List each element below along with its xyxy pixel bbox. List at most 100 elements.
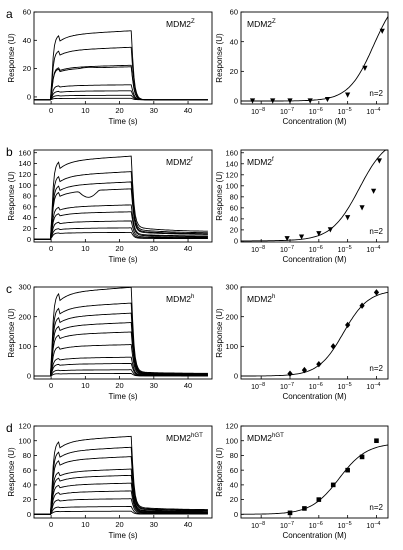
sensorgram-trace-8 xyxy=(34,97,208,101)
y-tick-label: 20 xyxy=(23,224,31,233)
data-point-8 xyxy=(379,28,385,34)
binding-panel-b: 10−8 10−7 10−6 10−5 10−402040608010012014016… xyxy=(215,148,389,264)
fit-curve xyxy=(241,16,389,102)
x-tick-label-base: 10 xyxy=(280,523,288,530)
y-tick-label: 200 xyxy=(18,312,31,321)
x-tick-label-base: 10 xyxy=(366,384,374,391)
data-point-5 xyxy=(345,467,350,473)
sensorgram-trace-7 xyxy=(34,94,208,101)
y-tick-label: 0 xyxy=(27,372,31,381)
x-tick-label: 40 xyxy=(184,106,192,115)
data-point-3 xyxy=(316,360,322,368)
x-tick-label: 40 xyxy=(184,244,192,253)
y-tick-label: 60 xyxy=(23,8,31,17)
sensorgram-panel-c: 0 10 20 30 40 0 100 200 300 Time (s) Response (U) c… xyxy=(6,282,213,401)
y-axis-label: Response (U) xyxy=(215,308,224,358)
x-tick-label: 20 xyxy=(115,520,123,529)
x-tick-label-base: 10 xyxy=(309,384,317,391)
y-tick-label: 120 xyxy=(18,422,31,431)
n-note: n=2 xyxy=(369,364,383,373)
y-axis-label: Response (U) xyxy=(215,171,224,221)
sensorgram-trace-3 xyxy=(34,456,208,515)
x-tick-label-base: 10 xyxy=(251,523,259,530)
data-point-5 xyxy=(324,96,331,103)
data-point-1 xyxy=(287,510,293,516)
x-tick-label: 10−5 xyxy=(338,382,352,391)
sensorgram-trace-5 xyxy=(34,204,208,240)
binding-title: MDM2Z xyxy=(247,18,276,29)
y-tick-label: 40 xyxy=(23,36,31,45)
x-tick-label: 10−8 xyxy=(251,382,265,391)
x-tick-label-exp: −4 xyxy=(374,521,380,527)
data-point-4 xyxy=(327,227,333,233)
data-point-1 xyxy=(249,98,256,104)
y-tick-label: 80 xyxy=(230,192,238,201)
y-tick-label: 60 xyxy=(23,466,31,475)
binding-title-sup: h xyxy=(272,293,275,300)
panel-letter-c: c xyxy=(6,282,12,296)
y-axis-label: Response (U) xyxy=(7,171,16,221)
binding-panel-d: 10−8 10−7 10−6 10−5 10−4020406080100120Conce… xyxy=(215,422,389,540)
sensorgram-title-sup: h xyxy=(191,293,194,300)
binding-title-base: MDM2 xyxy=(247,294,272,304)
data-point-1 xyxy=(287,370,293,377)
sensorgram-trace-3 xyxy=(34,64,208,101)
x-axis-label: Time (s) xyxy=(108,255,137,264)
sensorgram-trace-7 xyxy=(34,490,208,515)
x-tick-label: 10−8 xyxy=(251,521,265,530)
x-tick-label-exp: −7 xyxy=(288,382,294,388)
x-tick-label-base: 10 xyxy=(309,247,317,254)
x-tick-label: 10 xyxy=(81,244,89,253)
y-tick-label: 160 xyxy=(225,148,238,157)
x-tick-label-base: 10 xyxy=(309,109,317,116)
fit-curve xyxy=(241,444,389,515)
x-tick-label: 0 xyxy=(49,106,53,115)
y-tick-label: 60 xyxy=(230,8,238,17)
x-tick-label-exp: −6 xyxy=(317,382,323,388)
y-tick-label: 0 xyxy=(234,372,238,381)
y-tick-label: 20 xyxy=(230,495,238,504)
x-axis-label: Time (s) xyxy=(108,392,137,401)
y-tick-label: 0 xyxy=(234,510,238,519)
data-point-7 xyxy=(362,65,368,71)
data-point-3 xyxy=(316,497,322,502)
y-tick-label: 100 xyxy=(225,342,238,351)
x-tick-label: 10−6 xyxy=(309,245,323,254)
sensorgram-trace-9 xyxy=(34,231,208,240)
y-tick-label: 40 xyxy=(23,480,31,489)
x-tick-label: 10−7 xyxy=(280,521,294,530)
x-tick-label: 0 xyxy=(49,244,53,253)
x-tick-label-exp: −6 xyxy=(317,107,323,113)
x-tick-label-base: 10 xyxy=(309,523,317,530)
x-tick-label-exp: −8 xyxy=(259,107,265,113)
data-point-3 xyxy=(316,231,322,237)
x-tick-label: 10−6 xyxy=(309,107,323,116)
sensorgram-title-base: MDM2 xyxy=(166,433,191,443)
sensorgram-axes-frame xyxy=(33,425,213,519)
y-tick-label: 60 xyxy=(23,202,31,211)
y-tick-label: 100 xyxy=(18,436,31,445)
x-tick-label: 0 xyxy=(49,520,53,529)
sensorgram-title-base: MDM2 xyxy=(166,19,191,29)
binding-title-base: MDM2 xyxy=(247,157,272,167)
data-point-6 xyxy=(345,92,351,98)
x-tick-label: 20 xyxy=(115,244,123,253)
y-axis-label: Response (U) xyxy=(7,447,16,497)
x-tick-label-exp: −8 xyxy=(259,382,265,388)
y-tick-label: 40 xyxy=(23,213,31,222)
y-tick-label: 100 xyxy=(18,181,31,190)
y-tick-label: 60 xyxy=(230,203,238,212)
y-tick-label: 40 xyxy=(230,480,238,489)
fit-curve xyxy=(241,291,389,377)
x-tick-label-exp: −5 xyxy=(345,107,351,113)
binding-axes-frame xyxy=(240,425,389,519)
binding-title-sup: f xyxy=(272,156,274,163)
sensorgram-trace-5 xyxy=(34,474,208,515)
sensorgram-panel-a: 0 10 20 30 40 0 20 40 60 Time (s) Response (U) a MDM… xyxy=(6,7,213,126)
sensorgram-trace-8 xyxy=(34,227,208,240)
sensorgram-title-base: MDM2 xyxy=(166,294,191,304)
sensorgram-trace-1 xyxy=(34,286,208,377)
data-point-6 xyxy=(359,205,365,211)
